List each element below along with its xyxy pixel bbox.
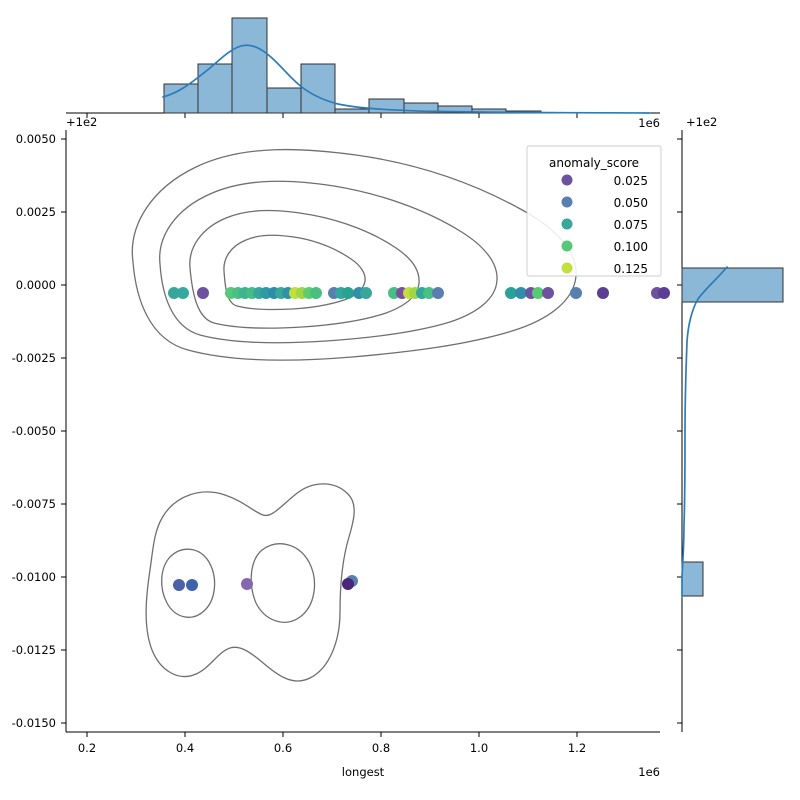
marginal-y-axes: +1e2 bbox=[677, 115, 784, 732]
scatter-point bbox=[342, 578, 354, 590]
scatter-point bbox=[597, 287, 609, 299]
scatter-point bbox=[360, 287, 372, 299]
legend-item[interactable]: 0.100 bbox=[561, 240, 649, 254]
scatter-point bbox=[515, 287, 527, 299]
scatter-point bbox=[186, 579, 198, 591]
legend[interactable]: anomaly_score 0.025 0.050 0.075 0.100 0.… bbox=[526, 145, 662, 277]
contour-ring-2 bbox=[189, 209, 420, 329]
legend-swatch bbox=[561, 262, 573, 274]
legend-background bbox=[526, 145, 662, 277]
scatter-point bbox=[173, 579, 185, 591]
x-tick-label: 0.4 bbox=[176, 741, 194, 755]
legend-swatch bbox=[561, 240, 573, 252]
hist-bar-y bbox=[681, 267, 784, 303]
joint-xlabel: longest bbox=[342, 765, 385, 779]
joint-x-offset-text: 1e6 bbox=[638, 765, 660, 779]
scatter-points bbox=[168, 287, 758, 591]
legend-item[interactable]: 0.025 bbox=[561, 174, 649, 188]
legend-item-label: 0.125 bbox=[614, 262, 648, 276]
legend-item-label: 0.100 bbox=[614, 240, 648, 254]
scatter-point bbox=[241, 578, 253, 590]
joint-y-ticks: 0.0050 0.0025 0.0000 -0.0025 -0.0050 -0.… bbox=[12, 132, 66, 730]
scatter-point bbox=[658, 287, 670, 299]
contour-lower-left-ellipse bbox=[161, 548, 216, 618]
y-tick-label: -0.0150 bbox=[12, 716, 56, 730]
marginal-y-offset-text: +1e2 bbox=[686, 115, 717, 129]
hist-bar bbox=[334, 108, 370, 114]
marginal-y-kde bbox=[681, 266, 728, 598]
joint-y-offset-text: +1e2 bbox=[66, 115, 97, 129]
x-tick-label: 0.6 bbox=[274, 741, 292, 755]
marginal-x-bars bbox=[163, 17, 542, 114]
joint-axes: +1e2 0.0050 0.0025 0.0000 -0.0025 -0.005… bbox=[12, 115, 758, 779]
y-tick-label: 0.0000 bbox=[16, 278, 56, 292]
y-tick-label: 0.0025 bbox=[16, 205, 56, 219]
hist-bar bbox=[266, 87, 302, 114]
legend-title: anomaly_score bbox=[549, 156, 639, 170]
legend-item[interactable]: 0.075 bbox=[561, 218, 649, 232]
x-tick-label: 1.0 bbox=[470, 741, 488, 755]
hist-bar bbox=[300, 63, 336, 114]
legend-item-label: 0.075 bbox=[614, 218, 648, 232]
y-tick-label: -0.0050 bbox=[12, 424, 56, 438]
marginal-x-ticks bbox=[86, 113, 578, 118]
x-tick-label: 0.2 bbox=[78, 741, 96, 755]
scatter-point bbox=[177, 287, 189, 299]
y-tick-label: -0.0100 bbox=[12, 570, 56, 584]
kde-contours-upper bbox=[131, 148, 577, 361]
legend-swatch bbox=[561, 196, 573, 208]
scatter-point bbox=[423, 287, 435, 299]
scatter-point bbox=[505, 287, 517, 299]
marginal-y-ticks bbox=[677, 138, 682, 724]
contour-lower-outer bbox=[145, 483, 355, 682]
legend-item[interactable]: 0.125 bbox=[561, 262, 649, 276]
y-tick-label: -0.0125 bbox=[12, 643, 56, 657]
legend-swatch bbox=[561, 218, 573, 230]
scatter-point bbox=[432, 287, 444, 299]
contour-ring-3 bbox=[159, 180, 498, 344]
scatter-point bbox=[570, 287, 582, 299]
y-tick-label: -0.0025 bbox=[12, 351, 56, 365]
x-tick-label: 0.8 bbox=[372, 741, 390, 755]
hist-bar-y bbox=[681, 561, 704, 597]
scatter-point bbox=[197, 287, 209, 299]
marginal-x-axes: 1e6 bbox=[66, 17, 660, 130]
legend-swatch bbox=[561, 174, 573, 186]
y-tick-label: 0.0050 bbox=[16, 132, 56, 146]
x-tick-label: 1.2 bbox=[568, 741, 586, 755]
legend-item[interactable]: 0.050 bbox=[561, 196, 649, 210]
scatter-point bbox=[542, 287, 554, 299]
scatter-point bbox=[342, 287, 354, 299]
scatter-point bbox=[532, 287, 544, 299]
legend-item-label: 0.050 bbox=[614, 196, 648, 210]
scatter-point bbox=[310, 287, 322, 299]
marginal-x-kde bbox=[162, 44, 651, 114]
y-tick-label: -0.0075 bbox=[12, 497, 56, 511]
contour-ring-inner bbox=[223, 234, 366, 311]
scatter-point bbox=[168, 287, 180, 299]
hist-bar bbox=[197, 63, 233, 114]
marginal-x-offset-text: 1e6 bbox=[638, 116, 660, 130]
joint-x-ticks: 0.2 0.4 0.6 0.8 1.0 1.2 bbox=[78, 732, 586, 755]
marginal-y-bars bbox=[681, 267, 784, 597]
legend-item-label: 0.025 bbox=[614, 174, 648, 188]
hist-bar bbox=[231, 17, 268, 114]
